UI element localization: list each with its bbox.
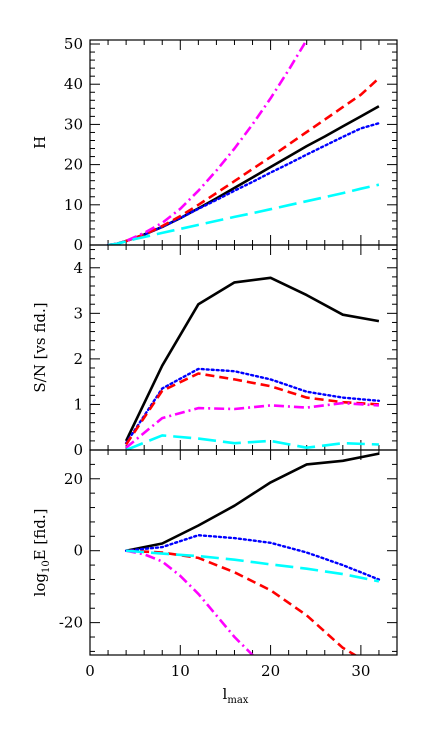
series-dash-dot [125,549,255,655]
x-tick-label: 10 [171,662,190,680]
y-tick-label: 20 [64,156,83,174]
panel-1: 0 10 20 30 40 50 H [31,35,398,254]
x-tick-label: 30 [351,662,370,680]
y-tick-label: 4 [73,259,83,277]
y-tick-label: 3 [73,304,83,322]
y-tick-label: 40 [64,75,83,93]
series-dashed [125,372,379,446]
series-dotted [124,367,381,445]
y-tick-label: -20 [59,614,83,632]
x-axis-label: lmax [223,685,249,706]
series-solid [124,276,380,442]
series-long-dash [107,183,380,245]
y-tick-label: 2 [73,350,83,368]
series-long-dash [125,549,380,583]
series-dashed [107,77,380,245]
y-tick-label: 0 [73,441,83,459]
panel-2: 0 1 2 3 4 S/N [vs fid.] [31,244,398,459]
panel-3: -20 0 20 log10E [fid.] 0 10 20 30 lmax [31,449,398,706]
series-solid [125,452,380,552]
series-solid [107,105,380,245]
y-tick-label: 50 [64,35,83,53]
x-tick-label: 0 [85,662,95,680]
y-axis-label: H [31,136,49,149]
y-axis-label: S/N [vs fid.] [31,302,49,392]
series-dotted [124,534,381,581]
axes-frame [89,449,398,656]
series-dash-dot [125,401,379,449]
y-axis-label: log10E [fid.] [31,509,52,597]
y-tick-label: 1 [73,395,83,413]
y-tick-label: 10 [64,196,83,214]
y-tick-label: 0 [73,236,83,254]
y-tick-label: 20 [64,470,83,488]
series-dash-dot [107,40,308,245]
series-long-dash [125,434,379,450]
y-tick-label: 0 [73,542,83,560]
x-tick-label: 20 [261,662,280,680]
y-tick-label: 30 [64,115,83,133]
